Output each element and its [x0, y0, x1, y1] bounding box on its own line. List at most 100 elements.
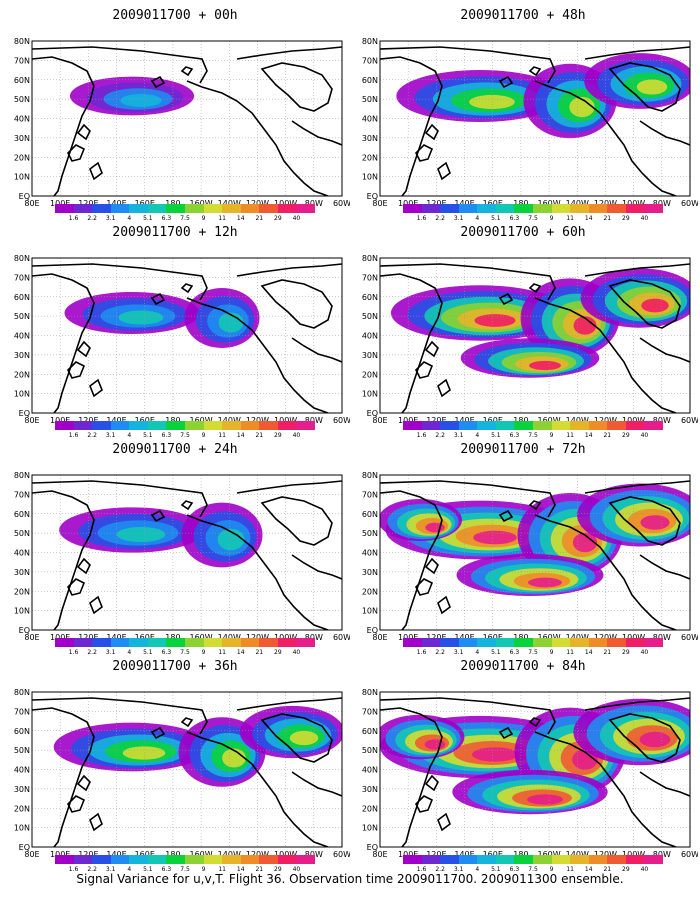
lon-label: 180: [513, 199, 528, 208]
lon-label: 160E: [483, 199, 503, 208]
variance-contour: [424, 739, 446, 750]
panel-title: 2009011700 + 48h: [460, 8, 586, 23]
variance-contour: [474, 314, 516, 327]
colorbar-swatch: [607, 421, 627, 430]
lon-label: 140W: [566, 850, 589, 859]
lat-label: 10N: [14, 824, 30, 833]
map-frame: [31, 40, 343, 197]
colorbar-swatch: [644, 421, 664, 430]
colorbar-swatch: [551, 638, 571, 647]
lat-label: 60N: [14, 727, 30, 736]
lat-label: 30N: [362, 785, 378, 794]
lat-label: 40N: [362, 549, 378, 558]
lon-label: 180: [165, 633, 180, 642]
colorbar-label: 5.1: [491, 432, 501, 439]
panel-title: 2009011700 + 60h: [460, 225, 586, 240]
lon-label: 100E: [398, 199, 418, 208]
colorbar-swatch: [296, 204, 316, 213]
lon-label: 60W: [333, 199, 350, 208]
lat-label: 20N: [14, 370, 30, 379]
colorbar-label: 7.5: [180, 866, 190, 873]
lon-label: 140W: [218, 850, 241, 859]
colorbar-label: 14: [584, 649, 593, 656]
colorbar-swatch: [277, 638, 297, 647]
lat-label: 70N: [362, 56, 378, 65]
variance-contour: [529, 360, 561, 371]
colorbar-label: 21: [603, 432, 612, 439]
colorbar-swatch: [514, 204, 534, 213]
colorbar-swatch: [147, 638, 167, 647]
lon-label: 120W: [594, 199, 617, 208]
lon-label: 120W: [246, 416, 269, 425]
lat-label: 20N: [362, 153, 378, 162]
colorbar-label: 14: [236, 866, 245, 873]
colorbar-swatch: [607, 638, 627, 647]
colorbar-swatch: [92, 421, 112, 430]
footer-caption: Signal Variance for u,v,T. Flight 36. Ob…: [76, 872, 624, 886]
lat-label: 80N: [14, 472, 30, 480]
lat-label: 80N: [362, 255, 378, 263]
lat-label: 70N: [14, 707, 30, 716]
colorbar-label: 11: [218, 432, 226, 439]
lat-label: EQ: [367, 843, 378, 852]
lon-label: 80W: [653, 199, 671, 208]
lon-label: 180: [513, 850, 528, 859]
colorbar-swatch: [625, 421, 645, 430]
lat-label: 30N: [14, 785, 30, 794]
colorbar-swatch: [185, 421, 205, 430]
colorbar-swatch: [166, 855, 186, 864]
lat-label: 70N: [14, 273, 30, 282]
lon-label: 140E: [454, 199, 474, 208]
lon-label: 140W: [566, 199, 589, 208]
colorbar-swatch: [147, 855, 167, 864]
colorbar-label: 6.3: [161, 866, 172, 873]
colorbar-swatch: [495, 204, 515, 213]
colorbar-label: 40: [292, 649, 301, 656]
lon-label: 140W: [566, 416, 589, 425]
lat-label: 60N: [14, 76, 30, 85]
lon-label: 160E: [483, 633, 503, 642]
lat-label: 50N: [362, 746, 378, 755]
colorbar-swatch: [495, 638, 515, 647]
lon-label: 100W: [274, 850, 297, 859]
colorbar-label: 3.1: [105, 866, 116, 873]
colorbar-swatch: [551, 204, 571, 213]
lat-label: 20N: [362, 587, 378, 596]
lat-label: 20N: [362, 804, 378, 813]
colorbar-swatch: [259, 638, 279, 647]
colorbar-swatch: [240, 421, 260, 430]
map-background: [32, 258, 342, 413]
lat-label: 30N: [14, 351, 30, 360]
lon-label: 100W: [274, 199, 297, 208]
lon-label: 80W: [653, 416, 671, 425]
colorbar-label: 2.2: [87, 649, 97, 656]
colorbar-label: 6.3: [161, 649, 172, 656]
colorbar-swatch: [73, 421, 93, 430]
lon-label: 60W: [681, 199, 698, 208]
colorbar-label: 40: [640, 215, 649, 222]
panel-title: 2009011700 + 24h: [112, 442, 238, 457]
lat-label: 10N: [14, 390, 30, 399]
panel-title: 2009011700 + 00h: [112, 8, 238, 23]
lon-label: 180: [165, 850, 180, 859]
colorbar-swatch: [403, 855, 423, 864]
variance-contour: [572, 532, 598, 553]
colorbar-swatch: [421, 204, 441, 213]
lon-label: 60W: [681, 850, 698, 859]
panel-title: 2009011700 + 84h: [460, 659, 586, 674]
lon-label: 180: [513, 416, 528, 425]
coastlines: [380, 46, 690, 196]
colorbar-swatch: [240, 204, 260, 213]
variance-contour: [116, 526, 166, 543]
colorbar-label: 4: [127, 215, 132, 222]
colorbar-swatch: [588, 204, 608, 213]
lon-label: 140E: [454, 633, 474, 642]
colorbar-swatch: [440, 638, 460, 647]
lat-label: 10N: [14, 607, 30, 616]
lat-label: 80N: [362, 472, 378, 480]
colorbar: 1.6 2.2 3.1 4 5.1 6.3 7.5 9 11 14 21 29 40: [403, 855, 664, 875]
map-frame: [31, 257, 343, 414]
